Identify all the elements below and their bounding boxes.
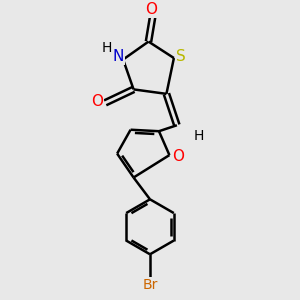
Text: O: O <box>91 94 103 109</box>
Text: H: H <box>194 129 205 143</box>
Text: S: S <box>176 49 185 64</box>
Text: O: O <box>146 2 158 17</box>
Text: N: N <box>113 49 124 64</box>
Text: H: H <box>101 41 112 55</box>
Text: Br: Br <box>142 278 158 292</box>
Text: O: O <box>172 149 184 164</box>
